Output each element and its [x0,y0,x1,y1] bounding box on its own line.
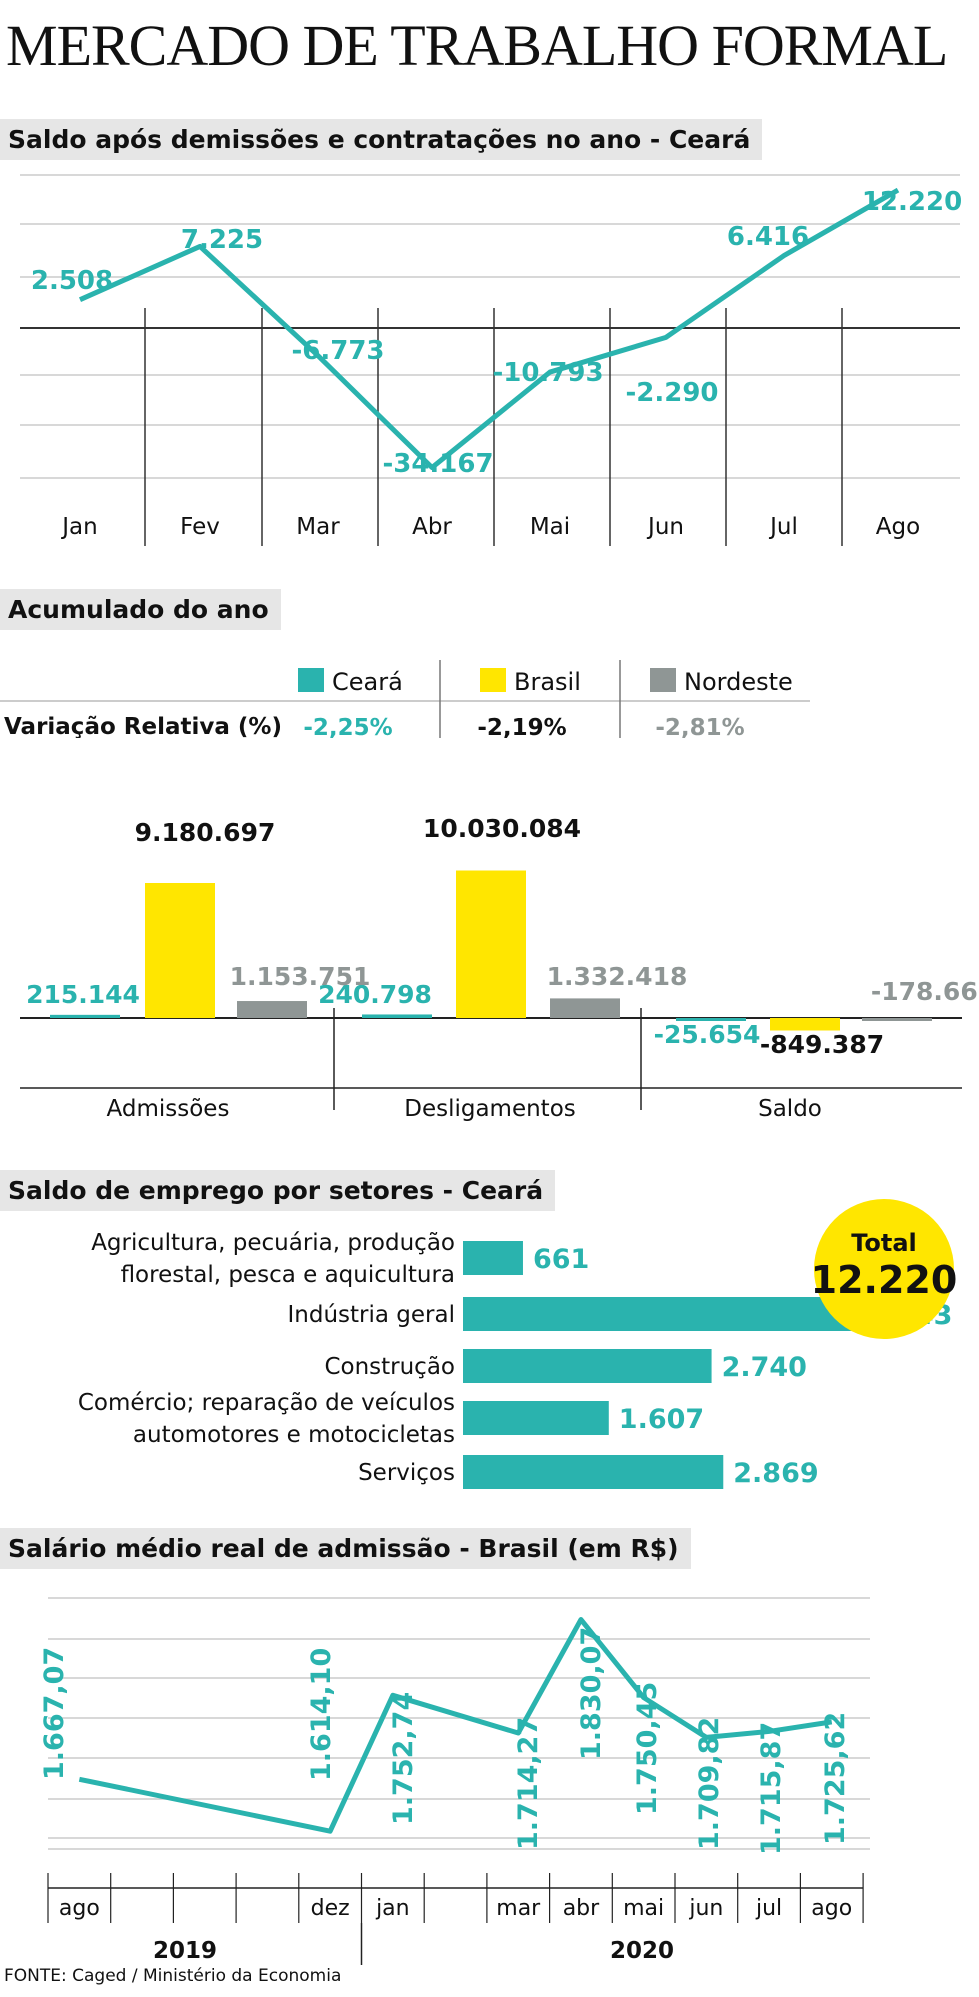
bar-brasil-0 [145,883,215,1018]
bar-ceará-1 [362,1014,432,1018]
bar-setor-3 [463,1401,609,1435]
variacao-value: -2,25% [303,715,392,738]
bar-nordeste-2 [862,1018,932,1021]
x-tick-label: Desligamentos [404,1096,576,1122]
year-label: 2020 [610,1938,674,1964]
bar-setor-4 [463,1455,724,1489]
data-label-ceará: 240.798 [318,980,432,1009]
legend-swatch-brasil [480,668,506,692]
month-label: jun [688,1896,723,1921]
line-chart-saldo-ceara: 2.508 7.225 -6.773 -34.167 -10.793 -2.290 6.41… [20,174,962,546]
x-tick-label: Jul [768,514,798,540]
x-tick-label: Saldo [758,1096,822,1122]
x-tick-label: Ago [876,514,920,540]
legend-label: Brasil [514,668,581,696]
data-label-salario: 1.714,27 [513,1717,544,1850]
data-label-setor: 1.607 [619,1404,704,1435]
legend-swatch-nordeste [650,668,676,692]
data-label-ago: 12.220 [862,187,962,217]
month-label: jan [375,1896,410,1921]
data-label-brasil: 9.180.697 [135,818,276,847]
data-label-setor: 2.740 [722,1352,807,1383]
legend-label: Ceará [332,668,403,696]
data-label-ceará: -25.654 [654,1020,761,1049]
month-label: dez [311,1896,350,1921]
data-label-salario: 1.725,62 [820,1712,851,1845]
legend-label: Nordeste [684,668,793,696]
total-value: 12.220 [811,1258,958,1302]
page-title: MERCADO DE TRABALHO FORMAL [6,13,948,78]
data-label-brasil: -849.387 [760,1030,884,1059]
row-label: Variação Relativa (%) [4,714,282,738]
month-label: ago [811,1896,852,1921]
category-label: Serviços [358,1460,455,1486]
x-tick-label: Fev [180,514,220,540]
line-chart-salario: ago dez jan mar abr mai jun jul ago 2019 2020 1.667… [39,1597,870,1965]
data-label-mai: -10.793 [492,358,603,388]
data-label-abr: -34.167 [382,449,493,479]
bar-brasil-1 [456,870,526,1018]
data-label-jul: 6.416 [727,222,809,252]
year-label: 2019 [153,1938,217,1964]
x-tick-label: Admissões [107,1096,230,1122]
month-label: jul [755,1896,782,1921]
data-label-brasil: 10.030.084 [423,814,581,843]
data-label-setor: 2.869 [733,1458,818,1489]
x-tick-label: Jun [646,514,684,540]
data-label-nordeste: 1.153.751 [230,962,371,991]
section-title-salario: Salário médio real de admissão - Brasil … [0,1528,691,1569]
category-label: Agricultura, pecuária, produção [91,1230,455,1256]
variacao-value: -2,19% [477,715,566,738]
bar-ceará-2 [676,1018,746,1021]
legend-swatch-ceará [298,668,324,692]
data-label-nordeste: -178.667 [871,977,979,1006]
x-tick-label: Mai [530,514,570,540]
data-label-salario: 1.614,10 [306,1648,337,1781]
category-label: automotores e motocicletas [133,1422,455,1448]
month-label: mar [496,1896,541,1921]
bar-setor-2 [463,1349,712,1383]
total-badge [814,1199,954,1339]
total-label: Total [851,1229,917,1257]
variacao-value: -2,81% [655,715,744,738]
bar-nordeste-0 [237,1001,307,1018]
bar-brasil-2 [770,1018,840,1031]
bar-setor-1 [463,1297,857,1331]
data-label-salario: 1.752,74 [388,1692,419,1825]
data-label-mar: -6.773 [291,336,384,366]
data-label-setor: 661 [533,1244,589,1275]
legend-table-variacao: Ceará -2,25% Brasil -2,19% Nordeste -2,81% Var… [0,660,810,738]
bar-setor-0 [463,1241,523,1275]
data-label-salario: 1.750,45 [632,1682,663,1815]
data-label-nordeste: 1.332.418 [547,962,688,991]
source-note: FONTE: Caged / Ministério da Economia [4,1966,342,1986]
salario-series-line [78,1617,833,1834]
bar-ceará-0 [50,1014,120,1018]
month-label: ago [59,1896,100,1921]
data-label-jun: -2.290 [625,378,718,408]
section-title-saldo-ceara: Saldo após demissões e contratações no a… [0,119,763,160]
saldo-series-line [78,187,900,471]
data-label-salario: 1.830,07 [576,1627,607,1760]
month-label: abr [563,1896,600,1921]
bar-chart-setores: 661 Agricultura, pecuária, produção flores… [78,1199,958,1489]
data-label-salario: 1.715,87 [756,1722,787,1855]
section-title-acumulado: Acumulado do ano [0,589,281,630]
category-label: florestal, pesca e aquicultura [121,1262,455,1288]
bar-nordeste-1 [550,998,620,1018]
data-label-jan: 2.508 [31,266,113,296]
bar-chart-acumulado: 215.144 240.798 -25.654 9.180.697 10.030.084… [20,814,979,1122]
x-tick-label: Mar [296,514,340,540]
section-title-setores: Saldo de emprego por setores - Ceará [0,1170,556,1211]
category-label: Indústria geral [288,1302,455,1328]
x-tick-label: Jan [60,514,97,540]
category-label: Construção [324,1354,455,1380]
category-label: Comércio; reparação de veículos [78,1390,455,1416]
x-tick-label: Abr [412,514,452,540]
data-label-salario: 1.709,82 [694,1717,725,1850]
month-label: mai [623,1896,664,1921]
data-label-fev: 7.225 [181,225,263,255]
data-label-salario: 1.667,07 [39,1647,70,1780]
data-label-ceará: 215.144 [26,980,140,1009]
